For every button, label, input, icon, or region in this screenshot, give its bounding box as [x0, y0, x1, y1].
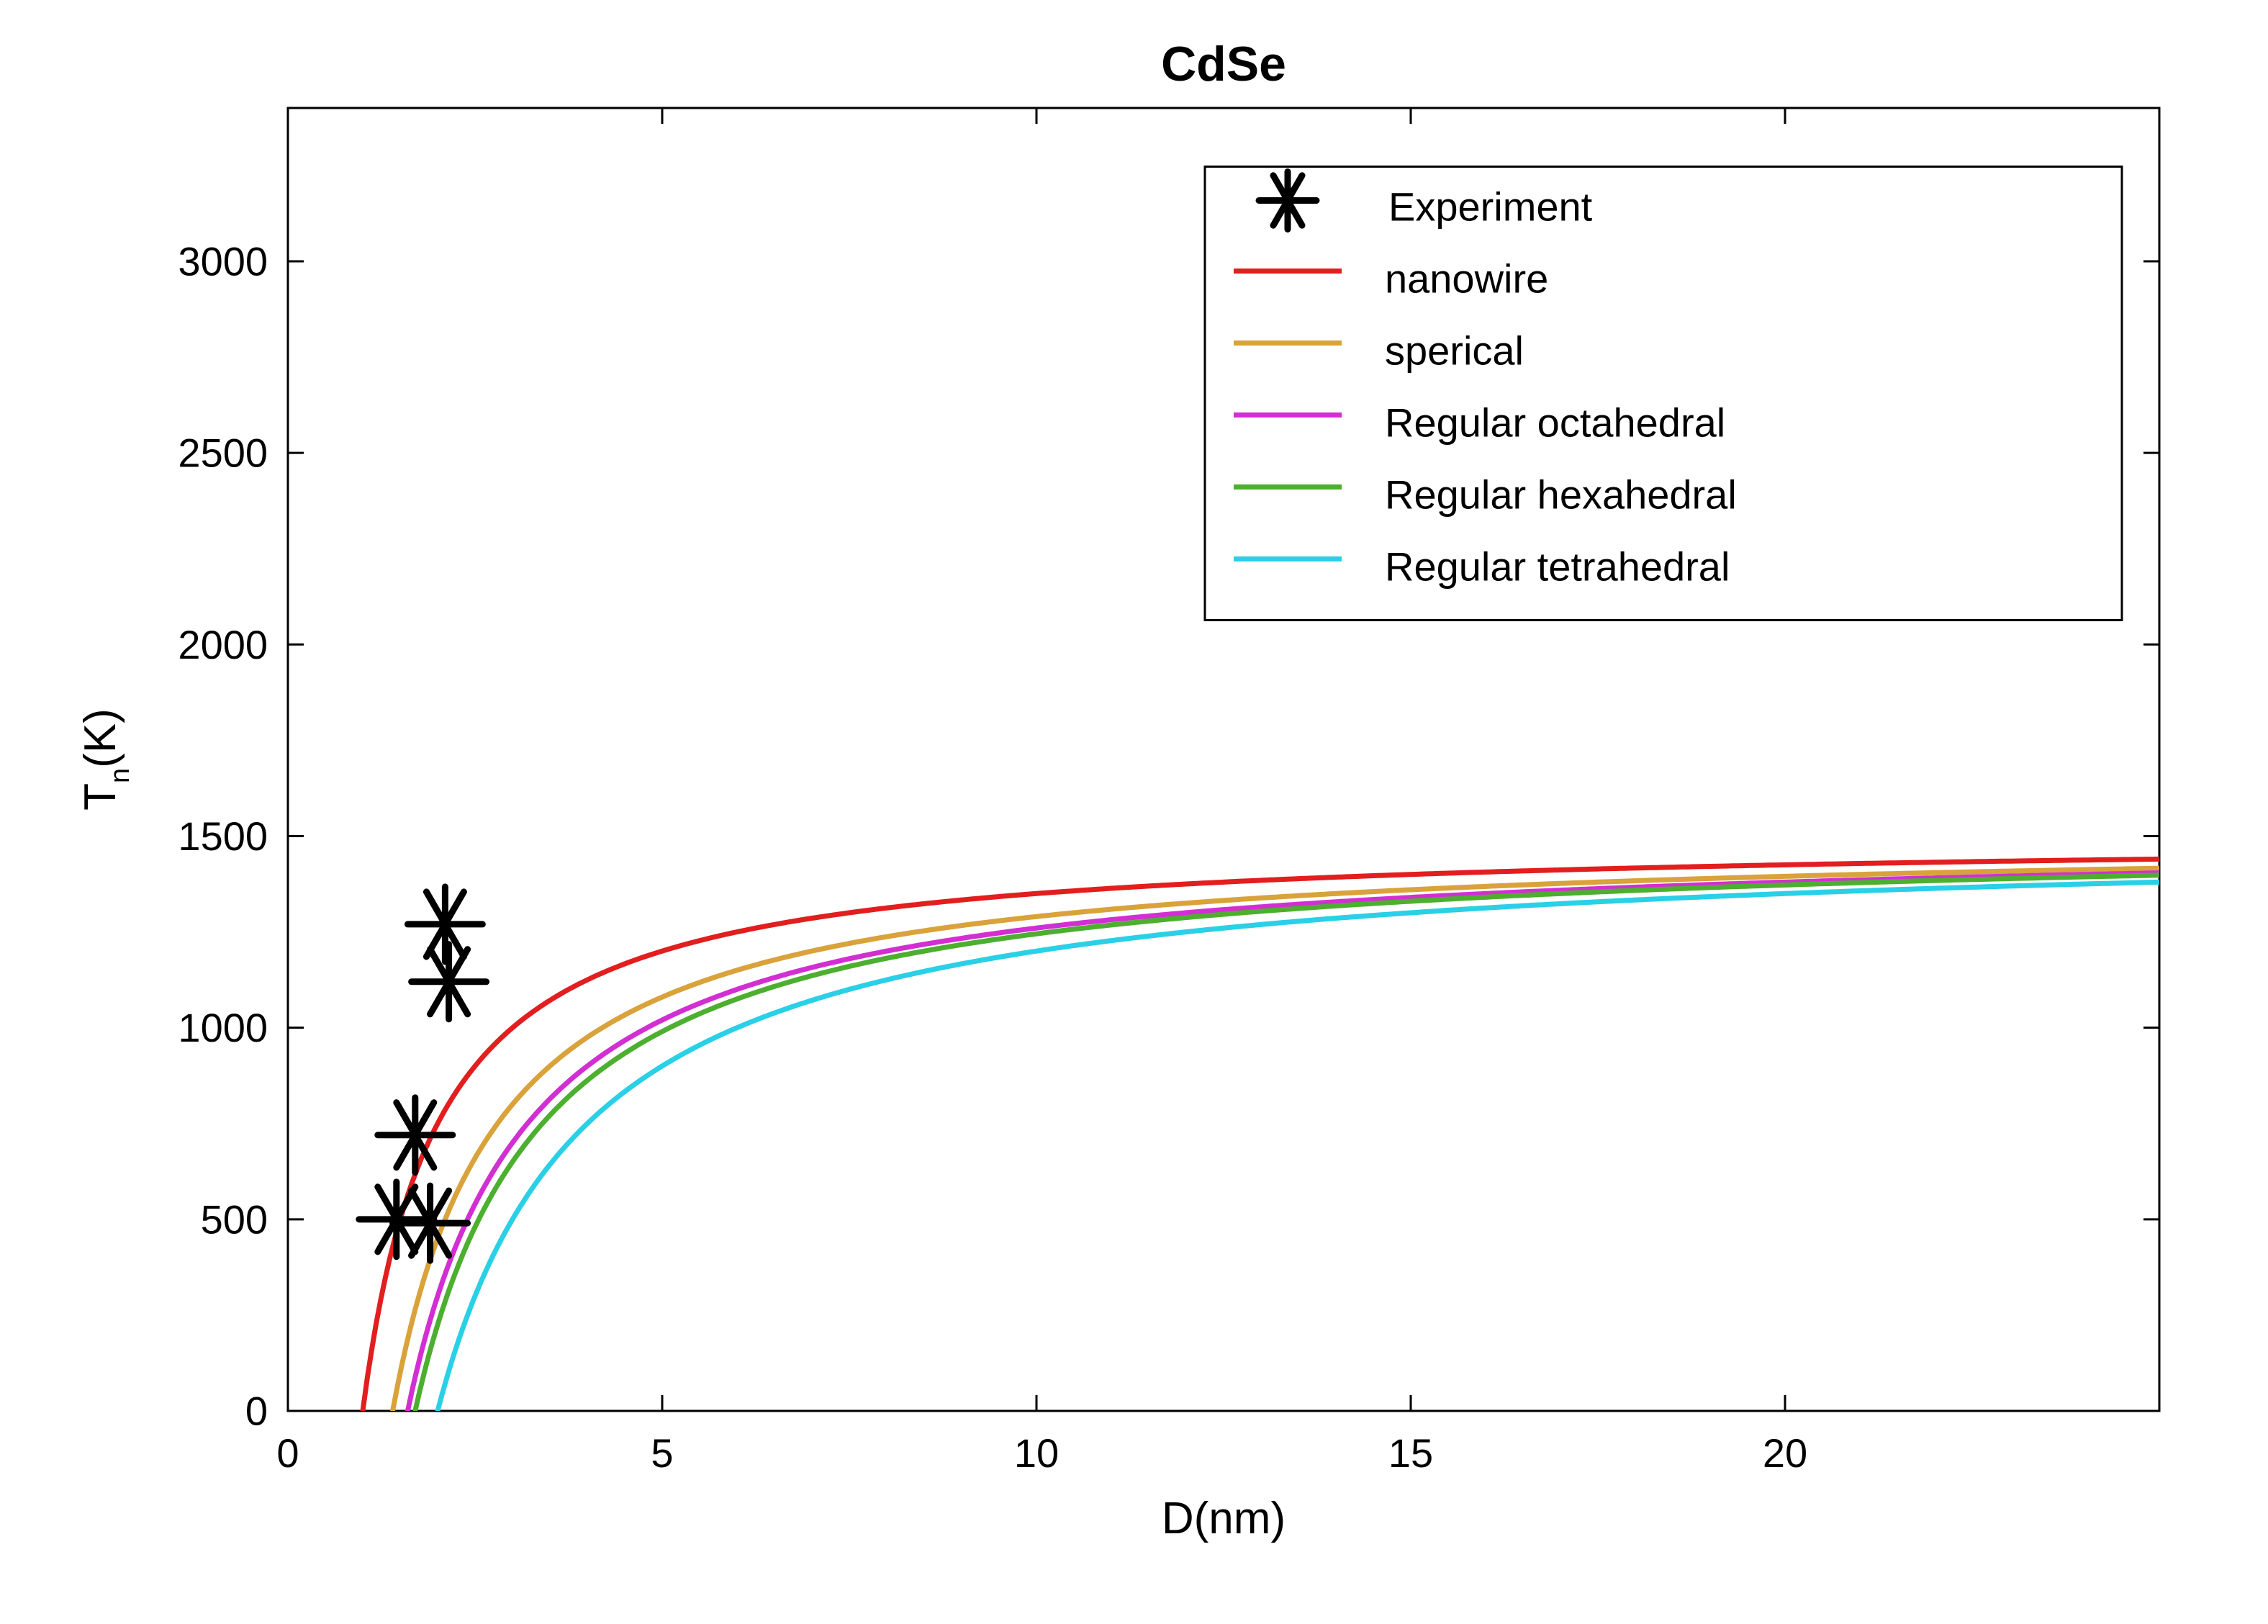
legend-label: Regular tetrahedral	[1385, 543, 1730, 589]
x-tick-label: 15	[1388, 1430, 1433, 1476]
chart-title: CdSe	[1161, 37, 1286, 91]
x-tick-label: 5	[651, 1430, 673, 1476]
y-tick-label: 2500	[178, 430, 268, 476]
legend-label: Regular hexahedral	[1385, 472, 1737, 517]
legend-label: Experiment	[1388, 184, 1593, 229]
y-tick-label: 3000	[178, 239, 268, 284]
x-tick-label: 0	[276, 1430, 299, 1476]
x-tick-label: 20	[1763, 1430, 1807, 1476]
chart-container: CdSe 0 5 10 15 20 0 500 1000 1500 2000 2500 3000 D(nm…	[0, 0, 2268, 1624]
legend-label: Regular octahedral	[1385, 400, 1725, 445]
x-tick-label: 10	[1014, 1430, 1059, 1476]
x-axis-label: D(nm)	[1162, 1494, 1286, 1543]
y-tick-label: 1500	[178, 813, 268, 859]
legend-label: sperical	[1385, 328, 1524, 373]
y-tick-label: 2000	[178, 622, 268, 667]
y-tick-label: 0	[245, 1389, 268, 1434]
legend: Experiment nanowire sperical Regular octahe…	[1205, 166, 2122, 620]
y-tick-label: 500	[201, 1196, 268, 1242]
y-tick-label: 1000	[178, 1005, 268, 1050]
chart-svg: CdSe 0 5 10 15 20 0 500 1000 1500 2000 2500 3000 D(nm…	[0, 0, 2268, 1624]
legend-label: nanowire	[1385, 256, 1548, 301]
